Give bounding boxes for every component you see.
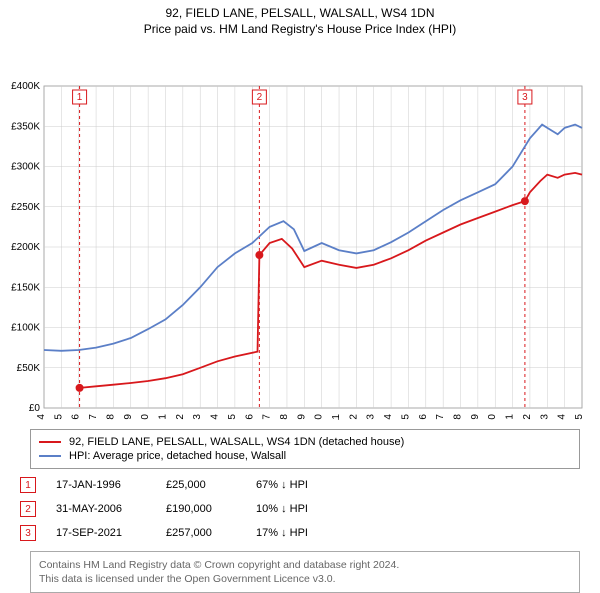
svg-text:2: 2 [257,92,263,103]
svg-text:2016: 2016 [418,414,429,420]
svg-text:2012: 2012 [348,414,359,420]
svg-text:2010: 2010 [314,414,325,420]
legend-swatch-hpi [39,455,61,457]
svg-text:2006: 2006 [244,414,255,420]
event-table: 1 17-JAN-1996 £25,000 67% ↓ HPI 2 31-MAY… [20,473,580,545]
svg-text:2009: 2009 [296,414,307,420]
svg-text:2014: 2014 [383,414,394,420]
legend-label: HPI: Average price, detached house, Wals… [69,450,286,462]
event-price: £257,000 [166,527,236,539]
svg-text:2008: 2008 [279,414,290,420]
svg-text:2011: 2011 [331,414,342,420]
svg-text:2021: 2021 [505,414,516,420]
event-badge-3: 3 [20,525,36,541]
legend-row: 92, FIELD LANE, PELSALL, WALSALL, WS4 1D… [39,436,571,448]
event-hpi: 67% ↓ HPI [256,479,336,491]
legend-label: 92, FIELD LANE, PELSALL, WALSALL, WS4 1D… [69,436,404,448]
svg-text:2017: 2017 [435,414,446,420]
event-hpi: 17% ↓ HPI [256,527,336,539]
footer-attribution: Contains HM Land Registry data © Crown c… [30,551,580,593]
price-vs-hpi-chart: £0 £50K £100K £150K £200K £250K £300K £350K £400… [0,38,600,420]
event-price: £190,000 [166,503,236,515]
svg-text:2025: 2025 [574,414,585,420]
svg-text:1995: 1995 [53,414,64,420]
svg-text:2015: 2015 [400,414,411,420]
svg-text:2005: 2005 [227,414,238,420]
svg-text:£250K: £250K [11,202,40,213]
svg-text:2022: 2022 [522,414,533,420]
svg-text:£150K: £150K [11,282,40,293]
svg-text:2004: 2004 [210,414,221,420]
svg-text:2024: 2024 [557,414,568,420]
legend-row: HPI: Average price, detached house, Wals… [39,450,571,462]
svg-text:£50K: £50K [17,363,41,374]
svg-text:1994: 1994 [36,414,47,420]
svg-text:3: 3 [522,92,528,103]
svg-text:1998: 1998 [105,414,116,420]
event-date: 31-MAY-2006 [56,503,146,515]
event-date: 17-JAN-1996 [56,479,146,491]
svg-text:£200K: £200K [11,242,40,253]
svg-text:£400K: £400K [11,81,40,92]
footer-line: Contains HM Land Registry data © Crown c… [39,558,571,572]
footer-line: This data is licensed under the Open Gov… [39,572,571,586]
svg-text:2000: 2000 [140,414,151,420]
svg-text:£300K: £300K [11,162,40,173]
svg-text:1997: 1997 [88,414,99,420]
event-row: 2 31-MAY-2006 £190,000 10% ↓ HPI [20,497,580,521]
svg-text:1999: 1999 [123,414,134,420]
legend-swatch-price [39,441,61,443]
svg-text:£0: £0 [29,403,41,414]
svg-text:2003: 2003 [192,414,203,420]
svg-text:2007: 2007 [262,414,273,420]
svg-text:2019: 2019 [470,414,481,420]
svg-text:1996: 1996 [71,414,82,420]
svg-text:£100K: £100K [11,323,40,334]
svg-text:2001: 2001 [157,414,168,420]
svg-text:1: 1 [77,92,83,103]
svg-text:2013: 2013 [366,414,377,420]
chart-title: 92, FIELD LANE, PELSALL, WALSALL, WS4 1D… [0,0,600,20]
event-hpi: 10% ↓ HPI [256,503,336,515]
svg-text:2020: 2020 [487,414,498,420]
event-badge-1: 1 [20,477,36,493]
svg-text:£350K: £350K [11,121,40,132]
svg-text:2023: 2023 [539,414,550,420]
svg-text:2018: 2018 [453,414,464,420]
svg-text:2002: 2002 [175,414,186,420]
event-badge-2: 2 [20,501,36,517]
chart-subtitle: Price paid vs. HM Land Registry's House … [0,20,600,38]
event-date: 17-SEP-2021 [56,527,146,539]
event-row: 3 17-SEP-2021 £257,000 17% ↓ HPI [20,521,580,545]
legend-box: 92, FIELD LANE, PELSALL, WALSALL, WS4 1D… [30,429,580,469]
event-price: £25,000 [166,479,236,491]
event-row: 1 17-JAN-1996 £25,000 67% ↓ HPI [20,473,580,497]
